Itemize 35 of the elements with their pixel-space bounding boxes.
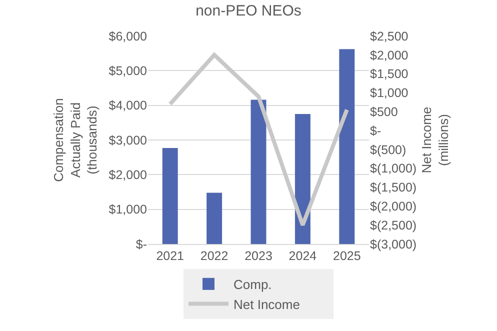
chart-title: non-PEO NEOs	[196, 2, 302, 20]
y2-tick-label: $(1,000)	[370, 162, 417, 176]
y2-tick-label: $(2,000)	[370, 200, 417, 214]
y-tick-label: $2,000	[108, 168, 148, 182]
y2-tick-label: $(3,000)	[370, 237, 417, 252]
y-tick-label: $3,000	[108, 133, 148, 148]
y2-tick-label: $(2,500)	[370, 218, 417, 232]
y2-tick-label: $-	[370, 124, 382, 138]
y2-axis-title: Net Income (millions)	[419, 106, 452, 174]
y2-tick-label: $(500)	[370, 142, 406, 157]
y-tick-label: $1,000	[108, 202, 148, 217]
legend-label: Net Income	[234, 296, 300, 312]
bar	[294, 114, 310, 244]
y-tick-label: $6,000	[108, 29, 148, 44]
y-tick-label: $5,000	[108, 64, 148, 78]
x-tick-label: 2023	[244, 249, 272, 263]
x-tick-label: 2024	[288, 249, 317, 263]
y2-tick-label: $1,000	[370, 86, 408, 100]
x-tick-label: 2025	[332, 249, 361, 263]
bar	[206, 192, 222, 244]
line-series	[168, 52, 349, 228]
x-tick-label: 2021	[156, 249, 184, 263]
y2-tick-label: $2,500	[370, 29, 408, 44]
y-tick-label: $4,000	[108, 98, 148, 113]
y2-tick-label: $(1,500)	[370, 180, 417, 195]
y-tick-label: $-	[136, 237, 147, 252]
x-tick-label: 2022	[200, 249, 228, 263]
bar	[250, 100, 266, 244]
bar	[162, 148, 178, 244]
y2-tick-label: $1,500	[370, 67, 408, 82]
y-axis-title: Compensation Actually Paid (thousands)	[50, 98, 100, 182]
bar	[339, 49, 355, 244]
legend-label: Comp.	[234, 276, 272, 292]
y2-tick-label: $2,000	[370, 48, 408, 62]
y2-tick-label: $500	[370, 105, 398, 120]
